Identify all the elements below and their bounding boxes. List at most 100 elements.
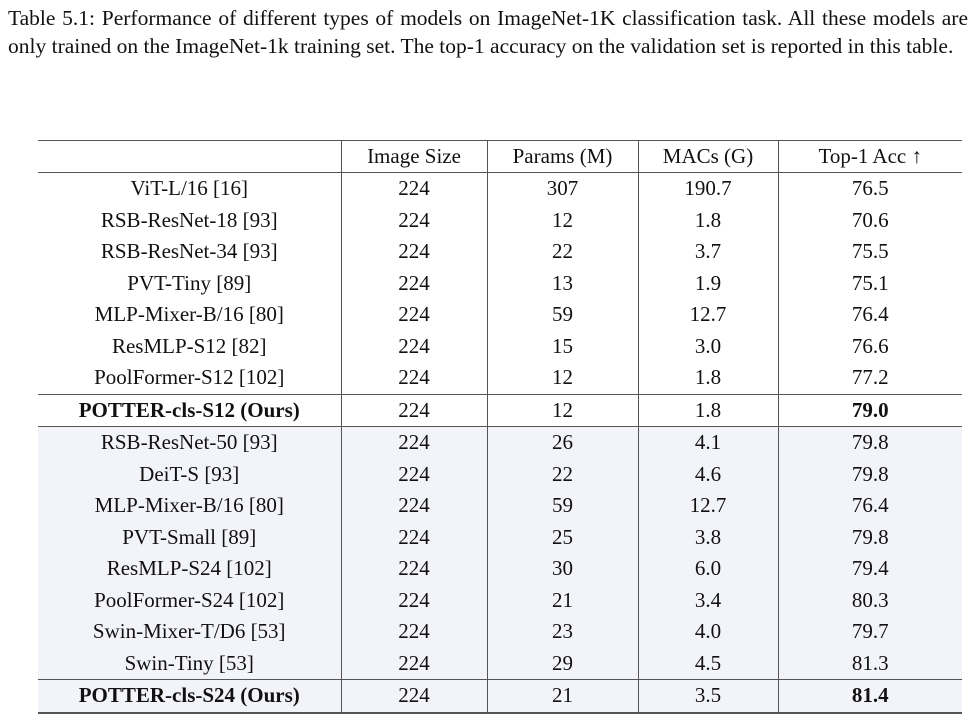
macs-cell: 1.9	[638, 267, 779, 299]
table-row: ViT-L/16 [16] 224 307 190.7 76.5	[38, 172, 962, 205]
image-size-cell: 224	[341, 330, 488, 362]
model-name-cell: POTTER-cls-S24 (Ours)	[38, 679, 342, 714]
macs-cell: 1.8	[638, 204, 779, 236]
params-cell: 30	[487, 553, 639, 585]
image-size-cell: 224	[341, 362, 488, 394]
model-column-header	[38, 140, 342, 173]
table-row: POTTER-cls-S24 (Ours) 224 21 3.5 81.4	[38, 679, 962, 714]
macs-column-header: MACs (G)	[638, 140, 779, 173]
macs-cell: 12.7	[638, 490, 779, 522]
model-name-cell: PVT-Tiny [89]	[38, 267, 342, 299]
params-cell: 13	[487, 267, 639, 299]
image-size-cell: 224	[341, 553, 488, 585]
params-cell: 23	[487, 616, 639, 648]
image-size-cell: 224	[341, 393, 488, 427]
macs-cell: 3.7	[638, 236, 779, 268]
macs-cell: 1.8	[638, 393, 779, 427]
model-name-cell: RSB-ResNet-50 [93]	[38, 426, 342, 459]
macs-cell: 4.1	[638, 426, 779, 459]
macs-cell: 3.4	[638, 584, 779, 616]
macs-cell: 190.7	[638, 172, 779, 205]
acc-cell: 79.0	[778, 393, 962, 427]
acc-cell: 79.8	[778, 426, 962, 459]
table-row: ResMLP-S24 [102] 224 30 6.0 79.4	[38, 553, 962, 585]
params-cell: 25	[487, 521, 639, 553]
image-size-cell: 224	[341, 584, 488, 616]
params-cell: 15	[487, 330, 639, 362]
image-size-cell: 224	[341, 236, 488, 268]
acc-cell: 70.6	[851, 207, 889, 232]
model-name-cell: DeiT-S [93]	[38, 458, 342, 490]
params-cell: 59	[487, 490, 639, 522]
acc-cell: 77.2	[851, 365, 889, 390]
acc-cell: 81.4	[778, 679, 962, 714]
model-name-cell: MLP-Mixer-B/16 [80]	[38, 299, 342, 331]
image-size-cell: 224	[341, 172, 488, 205]
image-size-column-header: Image Size	[341, 140, 488, 173]
results-table-body: ViT-L/16 [16] 224 307 190.7 76.5 RSB-ResNet-1…	[38, 172, 962, 714]
table-row: ResMLP-S12 [82] 224 15 3.0 76.6	[38, 330, 962, 362]
model-name-cell: Swin-Mixer-T/D6 [53]	[38, 616, 342, 648]
image-size-cell: 224	[341, 458, 488, 490]
header-row: Image Size Params (M) MACs (G) Top-1 Acc…	[38, 140, 962, 173]
table-row: RSB-ResNet-34 [93] 224 22 3.7 75.5	[38, 236, 962, 268]
table-caption: Table 5.1: Performance of different type…	[8, 6, 968, 58]
macs-cell: 4.0	[638, 616, 779, 648]
image-size-cell: 224	[341, 616, 488, 648]
macs-cell: 3.0	[638, 330, 779, 362]
table-row: DeiT-S [93] 224 22 4.6 79.8	[38, 458, 962, 490]
params-cell: 12	[487, 204, 639, 236]
macs-cell: 4.5	[638, 647, 779, 680]
table-row: PoolFormer-S12 [102] 224 12 1.8 77.2	[38, 362, 962, 394]
params-column-header: Params (M)	[487, 140, 639, 173]
table-row: MLP-Mixer-B/16 [80] 224 59 12.7 76.4	[38, 299, 962, 331]
image-size-cell: 224	[341, 521, 488, 553]
acc-cell: 79.4	[778, 553, 962, 585]
params-cell: 307	[487, 172, 639, 205]
model-name-cell: PVT-Small [89]	[38, 521, 342, 553]
model-name-cell: MLP-Mixer-B/16 [80]	[38, 490, 342, 522]
macs-cell: 3.8	[638, 521, 779, 553]
results-table: Image Size Params (M) MACs (G) Top-1 Acc…	[38, 140, 962, 714]
acc-cell: 79.8	[778, 521, 962, 553]
image-size-cell: 224	[341, 204, 488, 236]
acc-cell: 81.3	[778, 647, 962, 680]
macs-cell: 3.5	[638, 679, 779, 714]
model-name-cell: Swin-Tiny [53]	[38, 647, 342, 680]
macs-cell: 12.7	[638, 299, 779, 331]
image-size-cell: 224	[341, 426, 488, 459]
params-cell: 29	[487, 647, 639, 680]
top1-acc-column-header: Top-1 Acc ↑	[778, 140, 962, 173]
table-row: Swin-Tiny [53] 224 29 4.5 81.3	[38, 647, 962, 680]
model-name-cell: ResMLP-S24 [102]	[38, 553, 342, 585]
table-row: MLP-Mixer-B/16 [80] 224 59 12.7 76.4	[38, 490, 962, 522]
params-cell: 21	[487, 679, 639, 714]
params-cell: 59	[487, 299, 639, 331]
model-name-cell: RSB-ResNet-18 [93]	[38, 204, 342, 236]
params-cell: 22	[487, 458, 639, 490]
table-row: PVT-Small [89] 224 25 3.8 79.8	[38, 521, 962, 553]
acc-cell: 79.7	[778, 616, 962, 648]
table-row: POTTER-cls-S12 (Ours) 224 12 1.8 79.0	[38, 393, 962, 427]
acc-cell: 76.4	[778, 490, 962, 522]
model-name-cell: PoolFormer-S24 [102]	[38, 584, 342, 616]
params-cell: 22	[487, 236, 639, 268]
table-row: PoolFormer-S24 [102] 224 21 3.4 80.3	[38, 584, 962, 616]
acc-cell: 79.8	[778, 458, 962, 490]
model-name-cell: RSB-ResNet-34 [93]	[38, 236, 342, 268]
params-cell: 21	[487, 584, 639, 616]
acc-cell: 76.6	[851, 333, 889, 358]
model-name-cell: POTTER-cls-S12 (Ours)	[38, 393, 342, 427]
table-row: PVT-Tiny [89] 224 13 1.9 75.1	[38, 267, 962, 299]
image-size-cell: 224	[341, 267, 488, 299]
table-row: RSB-ResNet-18 [93] 224 12 1.8 70.6	[38, 204, 962, 236]
image-size-cell: 224	[341, 647, 488, 680]
table-row: RSB-ResNet-50 [93] 224 26 4.1 79.8	[38, 426, 962, 459]
macs-cell: 4.6	[638, 458, 779, 490]
model-name-cell: ViT-L/16 [16]	[38, 172, 342, 205]
acc-cell: 76.5	[851, 176, 889, 201]
image-size-cell: 224	[341, 299, 488, 331]
params-cell: 12	[487, 393, 639, 427]
model-name-cell: PoolFormer-S12 [102]	[38, 362, 342, 394]
